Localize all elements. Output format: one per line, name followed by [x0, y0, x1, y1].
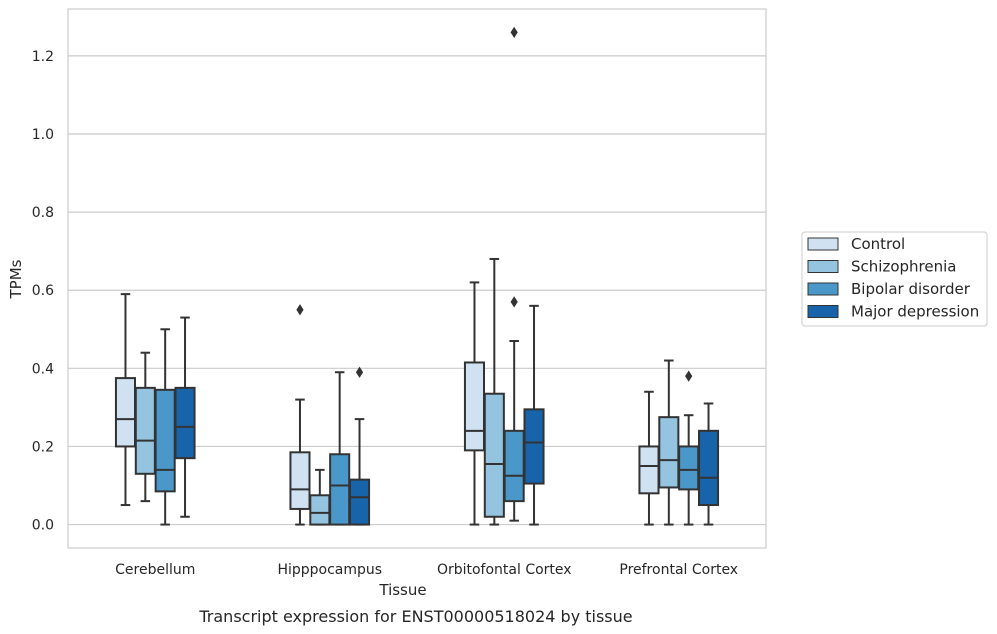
- outlier-point: [510, 26, 518, 39]
- y-tick-label: 1.2: [32, 49, 54, 65]
- box-bipolar-disorder-prefrontal-cortex: [678, 370, 700, 526]
- legend-swatch: [807, 282, 839, 296]
- box-iqr: [154, 388, 176, 493]
- figure-caption: Transcript expression for ENST0000051802…: [198, 607, 632, 626]
- legend-swatch: [807, 237, 839, 251]
- y-tick-label: 0.0: [32, 518, 54, 534]
- y-tick-label: 0.4: [32, 361, 54, 377]
- box-iqr: [503, 429, 525, 503]
- legend-label: Bipolar disorder: [851, 280, 971, 298]
- box-iqr: [463, 361, 486, 452]
- y-tick-labels: 0.0 0.2 0.4 0.6 0.8 1.0 1.2: [32, 49, 54, 534]
- x-tick-label: Prefrontal Cortex: [619, 562, 738, 578]
- y-tick-label: 0.2: [32, 439, 54, 455]
- box-iqr: [114, 377, 137, 448]
- outlier-point: [685, 370, 693, 382]
- box-iqr: [638, 445, 660, 495]
- box-iqr: [697, 429, 720, 507]
- box-iqr: [329, 453, 351, 526]
- box-iqr: [134, 386, 156, 475]
- box-iqr: [174, 386, 196, 460]
- x-tick-label: Orbitofontal Cortex: [437, 562, 572, 578]
- legend-item-bipolar-disorder: Bipolar disorder: [807, 280, 971, 298]
- y-tick-label: 0.8: [32, 205, 54, 221]
- legend-frame: [801, 231, 988, 327]
- plot-frame: [67, 8, 767, 549]
- box-control-orbitofontal-cortex: [463, 281, 486, 526]
- box-major-depression-orbitofontal-cortex: [523, 304, 545, 526]
- x-axis-label: Tissue: [378, 581, 426, 599]
- outlier-point: [510, 296, 518, 308]
- legend-swatch: [807, 305, 839, 318]
- box-control-hipppocampus: [289, 304, 311, 526]
- outlier-point: [296, 304, 304, 316]
- boxes: [114, 26, 720, 526]
- legend-label: Major depression: [851, 303, 979, 321]
- outlier-point: [355, 366, 364, 378]
- legend-label: Schizophrenia: [851, 258, 956, 276]
- legend-item-control: Control: [807, 235, 905, 253]
- box-iqr: [523, 408, 545, 485]
- y-tick-label: 0.6: [32, 283, 54, 299]
- box-iqr: [289, 451, 311, 510]
- box-schizophrenia-hipppocampus: [309, 468, 331, 526]
- legend: Control Schizophrenia Bipolar disorder Majo…: [801, 231, 988, 327]
- box-iqr: [309, 494, 331, 526]
- y-axis-label: TPMs: [7, 259, 25, 299]
- box-bipolar-disorder-orbitofontal-cortex: [503, 26, 525, 522]
- box-control-cerebellum: [114, 293, 137, 507]
- y-tick-label: 1.0: [32, 127, 54, 143]
- box-control-prefrontal-cortex: [638, 390, 660, 526]
- box-iqr: [348, 478, 371, 526]
- box-bipolar-disorder-hipppocampus: [329, 371, 351, 526]
- x-tick-label: Hipppocampus: [277, 562, 382, 578]
- box-major-depression-prefrontal-cortex: [697, 402, 720, 526]
- legend-item-major-depression: Major depression: [807, 303, 979, 321]
- box-major-depression-hipppocampus: [348, 366, 371, 526]
- x-tick-labels: Cerebellum Hipppocampus Orbitofontal Corte…: [115, 562, 738, 578]
- x-tick-label: Cerebellum: [115, 562, 195, 578]
- box-bipolar-disorder-cerebellum: [154, 328, 176, 526]
- box-major-depression-cerebellum: [174, 316, 196, 518]
- legend-swatch: [807, 260, 839, 273]
- box-iqr: [483, 392, 505, 518]
- box-iqr: [678, 445, 700, 491]
- legend-item-schizophrenia: Schizophrenia: [807, 258, 956, 276]
- box-iqr: [658, 416, 680, 489]
- legend-label: Control: [851, 235, 905, 253]
